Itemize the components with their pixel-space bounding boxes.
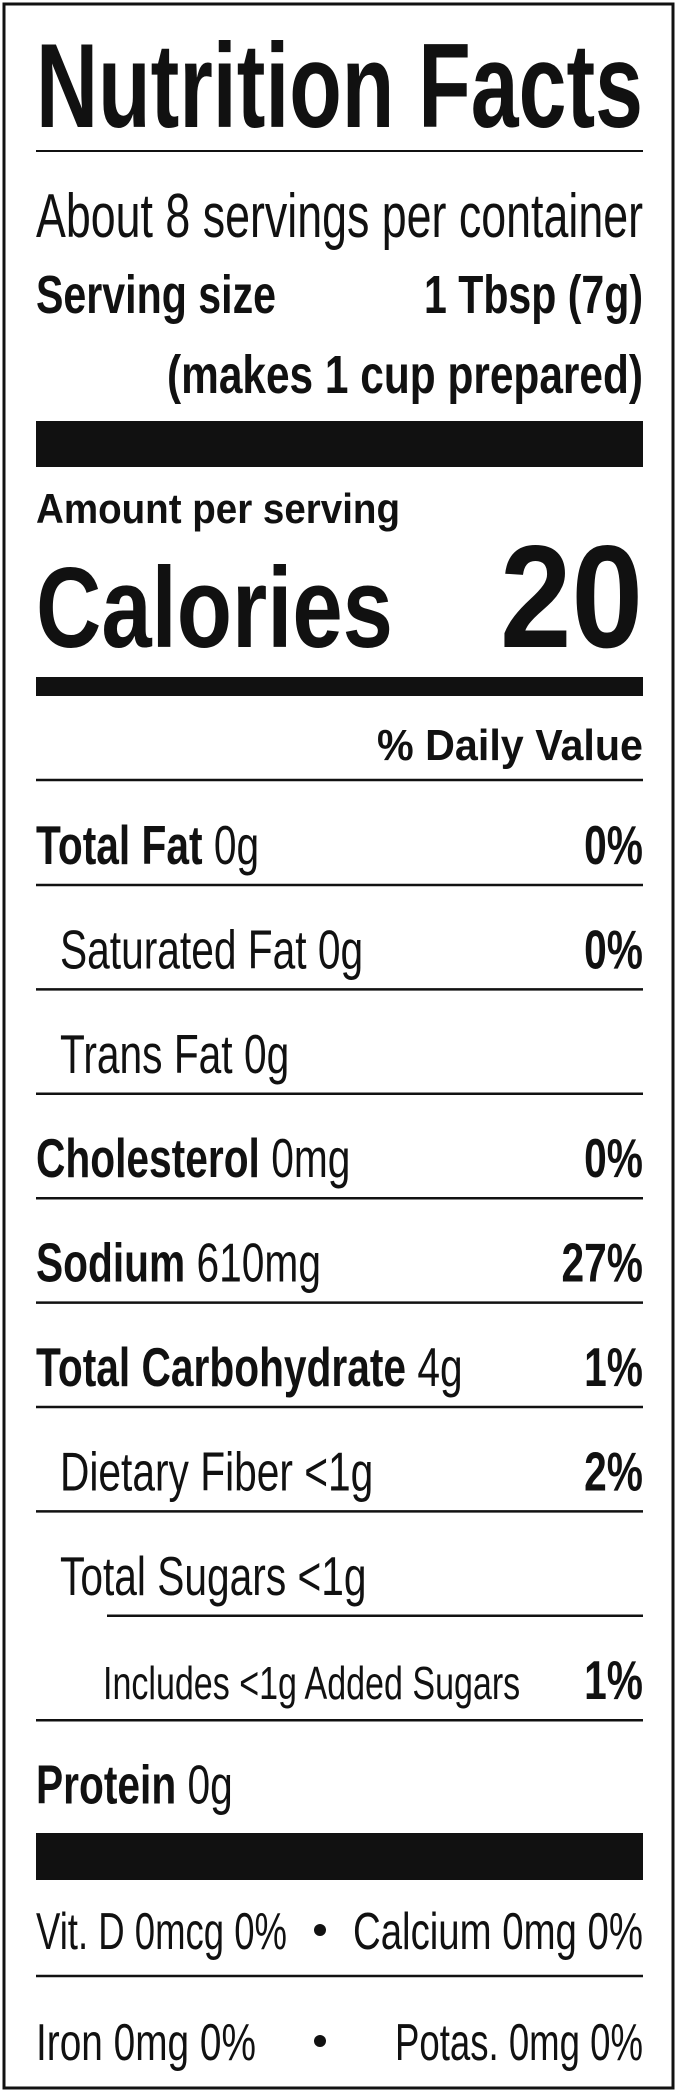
nutrient-amount: <1g bbox=[304, 1442, 373, 1503]
nutrient-amount: 0mg bbox=[271, 1128, 350, 1189]
nutrient-name: Protein bbox=[36, 1755, 176, 1816]
calories-value: 20 bbox=[500, 515, 643, 678]
daily-value: 1% bbox=[584, 1337, 643, 1398]
nutrient-row: Total Sugars <1g bbox=[60, 1546, 367, 1607]
daily-value: 0% bbox=[584, 815, 643, 876]
nutrient-amount: 0g bbox=[244, 1024, 289, 1085]
nutrient-name: Total Fat bbox=[36, 815, 203, 876]
nutrient-amount: 0g bbox=[318, 920, 363, 981]
nutrient-row: Includes <1g Added Sugars bbox=[103, 1657, 520, 1709]
serving-size-value: 1 Tbsp (7g) bbox=[424, 265, 643, 325]
bullet bbox=[314, 1924, 326, 1936]
servings: About 8 servings per container bbox=[36, 182, 643, 251]
daily-value: 0% bbox=[584, 920, 643, 981]
daily-value: 0% bbox=[584, 1128, 643, 1189]
daily-value: 27% bbox=[562, 1233, 643, 1294]
nutrient-name: Trans Fat bbox=[60, 1024, 233, 1085]
dv-cell: 0% bbox=[584, 1128, 643, 1189]
nutrient-row: Trans Fat 0g bbox=[60, 1024, 289, 1085]
micronutrient: Calcium 0mg 0% bbox=[353, 1903, 643, 1961]
serving-size-note: (makes 1 cup prepared) bbox=[167, 345, 643, 405]
nutrient-text: Total Sugars <1g bbox=[60, 1546, 367, 1607]
thick-bar bbox=[36, 421, 643, 467]
nutrient-amount: 610mg bbox=[197, 1233, 321, 1294]
nutrient-name: Total Sugars bbox=[60, 1546, 286, 1607]
nutrient-name: Total Carbohydrate bbox=[36, 1337, 406, 1398]
nutrient-row: Cholesterol 0mg bbox=[36, 1128, 350, 1189]
nutrient-row: Total Carbohydrate 4g bbox=[36, 1337, 463, 1398]
nutrient-name: Includes <1g Added Sugars bbox=[103, 1657, 520, 1709]
nutrient-name: Sodium bbox=[36, 1233, 185, 1294]
nutrient-name: Saturated Fat bbox=[60, 920, 307, 981]
dv-cell: 2% bbox=[584, 1442, 643, 1503]
nutrient-text: Dietary Fiber <1g bbox=[60, 1442, 373, 1503]
dv-cell: 1% bbox=[584, 1337, 643, 1398]
nutrient-amount: 0g bbox=[188, 1755, 233, 1816]
nutrient-amount: 0g bbox=[214, 815, 259, 876]
title: Nutrition Facts bbox=[36, 19, 643, 153]
dv-cell: 0% bbox=[584, 920, 643, 981]
nutrient-text: Saturated Fat 0g bbox=[60, 920, 363, 981]
nutrient-text: Trans Fat 0g bbox=[60, 1024, 289, 1085]
dv-cell: 1% bbox=[584, 1650, 643, 1711]
amount-per-serving: Amount per serving bbox=[36, 485, 400, 532]
nutrient-row: Protein 0g bbox=[36, 1755, 233, 1816]
nutrient-name: Cholesterol bbox=[36, 1128, 260, 1189]
micronutrient: Vit. D 0mcg 0% bbox=[36, 1903, 287, 1961]
daily-value: 1% bbox=[584, 1650, 643, 1711]
bullet bbox=[314, 2035, 326, 2047]
dv-cell: 27% bbox=[562, 1233, 643, 1294]
nutrient-amount: <1g bbox=[298, 1546, 367, 1607]
nutrient-amount: 4g bbox=[417, 1337, 462, 1398]
nutrient-row: Total Fat 0g bbox=[36, 815, 259, 876]
nutrient-row: Sodium 610mg bbox=[36, 1233, 321, 1294]
micronutrient: Potas. 0mg 0% bbox=[395, 2014, 643, 2072]
nutrient-text: Total Fat 0g bbox=[36, 815, 259, 876]
daily-value-header: % Daily Value bbox=[377, 721, 643, 770]
nutrient-text: Total Carbohydrate 4g bbox=[36, 1337, 463, 1398]
dv-cell: 0% bbox=[584, 815, 643, 876]
medium-bar bbox=[36, 677, 643, 696]
nutrient-text: Sodium 610mg bbox=[36, 1233, 321, 1294]
calories-label: Calories bbox=[36, 545, 393, 672]
daily-value: 2% bbox=[584, 1442, 643, 1503]
nutrient-row: Saturated Fat 0g bbox=[60, 920, 363, 981]
nutrient-row: Dietary Fiber <1g bbox=[60, 1442, 373, 1503]
thick-bar bbox=[36, 1833, 643, 1880]
nutrient-name: Dietary Fiber bbox=[60, 1442, 293, 1503]
nutrient-rows: Total Fat 0g 0% Saturated Fat 0g 0% Trans Fa… bbox=[36, 815, 643, 1816]
serving-size-label: Serving size bbox=[36, 265, 276, 325]
nutrient-text: Includes <1g Added Sugars bbox=[103, 1657, 520, 1709]
micronutrient: Iron 0mg 0% bbox=[36, 2014, 256, 2072]
nutrient-text: Cholesterol 0mg bbox=[36, 1128, 350, 1189]
nutrient-text: Protein 0g bbox=[36, 1755, 233, 1816]
